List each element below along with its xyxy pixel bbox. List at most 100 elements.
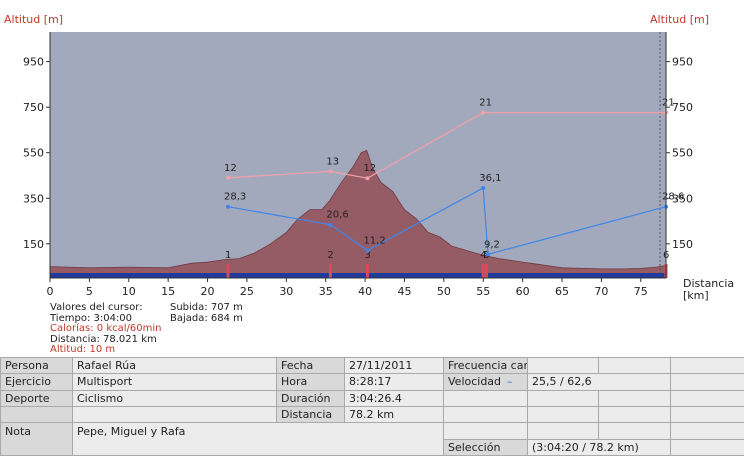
velocidad-line-icon: – xyxy=(507,375,513,389)
series-point-label: 11,2 xyxy=(363,235,385,246)
empty-cell xyxy=(527,405,599,424)
x-tick-label: 15 xyxy=(161,285,175,298)
x-axis-title-line1: Distancia xyxy=(683,277,735,290)
lap-marker-label: 1 xyxy=(225,250,231,261)
y-tick-label-right: 550 xyxy=(672,147,693,160)
series-point-label: 12 xyxy=(224,163,237,174)
empty-cell xyxy=(0,405,73,424)
empty-cell xyxy=(598,389,671,407)
x-tick-label: 50 xyxy=(437,285,451,298)
seleccion-value[interactable]: (3:04:20 / 78.2 km) xyxy=(527,438,671,456)
altitude-profile-chart[interactable]: 123456121312212128,320,611,236,19,228,61… xyxy=(0,0,744,302)
ejercicio-label: Ejercicio xyxy=(0,373,73,391)
distancia-label: Distancia xyxy=(276,405,345,424)
series-point[interactable] xyxy=(485,252,490,257)
x-tick-label: 35 xyxy=(319,285,333,298)
y-axis-title-right: Altitud [m] xyxy=(650,13,710,26)
empty-cell xyxy=(443,389,528,407)
empty-cell xyxy=(72,405,277,424)
table-row: Ejercicio Multisport Hora 8:28:17 Veloci… xyxy=(0,373,744,391)
ejercicio-value[interactable]: Multisport xyxy=(72,373,277,391)
table-row: Nota Pepe, Miguel y Rafa xyxy=(0,422,744,456)
empty-cell xyxy=(443,422,528,440)
x-tick-label: 70 xyxy=(594,285,608,298)
empty-cell xyxy=(598,405,671,424)
cursor-values-title: Valores del cursor: xyxy=(50,302,143,313)
x-axis-title: Distancia [km] xyxy=(683,278,734,302)
nota-label: Nota xyxy=(0,422,73,456)
series-point-label: 21 xyxy=(662,98,675,109)
x-tick-label: 60 xyxy=(516,285,530,298)
series-point-label: 12 xyxy=(363,163,376,174)
cursor-calories: Calorías: 0 kcal/60min xyxy=(50,323,162,334)
deporte-value[interactable]: Ciclismo xyxy=(72,389,277,407)
series-point-label: 9,2 xyxy=(484,239,500,250)
empty-cell xyxy=(670,438,744,456)
table-row: Selección (3:04:20 / 78.2 km) xyxy=(1,438,744,456)
y-tick-label-right: 150 xyxy=(672,238,693,251)
x-tick-label: 75 xyxy=(634,285,648,298)
series-point[interactable] xyxy=(365,176,370,181)
series-point-label: 28,6 xyxy=(662,192,684,203)
series-point[interactable] xyxy=(481,186,486,191)
empty-cell xyxy=(670,389,744,407)
x-tick-label: 30 xyxy=(279,285,293,298)
fecha-label: Fecha xyxy=(276,356,345,375)
empty-cell xyxy=(670,373,744,391)
y-tick-label-right: 950 xyxy=(672,56,693,69)
empty-cell xyxy=(670,405,744,424)
series-point[interactable] xyxy=(328,169,333,174)
x-tick-label: 55 xyxy=(476,285,490,298)
duracion-value[interactable]: 3:04:26.4 xyxy=(344,389,444,407)
series-point[interactable] xyxy=(328,222,333,227)
cursor-descent: Bajada: 684 m xyxy=(170,312,243,324)
y-tick-label-left: 350 xyxy=(23,192,44,205)
distancia-value[interactable]: 78.2 km xyxy=(344,405,444,424)
y-tick-label-right: 350 xyxy=(672,192,693,205)
series-point-label: 13 xyxy=(326,156,339,167)
lap-marker-label: 2 xyxy=(327,250,333,261)
x-tick-label: 40 xyxy=(358,285,372,298)
series-point-label: 28,3 xyxy=(224,192,246,203)
baseline-strip xyxy=(50,273,666,278)
series-point[interactable] xyxy=(365,248,370,253)
series-point[interactable] xyxy=(226,204,231,209)
table-row: Distancia 78.2 km xyxy=(0,405,744,424)
velocidad-label-text: Velocidad xyxy=(448,375,502,389)
y-tick-label-right: 750 xyxy=(672,101,693,114)
empty-cell xyxy=(670,356,744,375)
empty-cell xyxy=(443,405,528,424)
y-tick-label-left: 150 xyxy=(23,238,44,251)
x-tick-label: 0 xyxy=(47,285,54,298)
y-tick-label-left: 750 xyxy=(23,101,44,114)
frecuencia-value[interactable] xyxy=(527,356,599,375)
nota-value[interactable]: Pepe, Miguel y Rafa xyxy=(72,422,444,456)
frecuencia-label: Frecuencia card xyxy=(443,356,528,375)
x-tick-label: 20 xyxy=(201,285,215,298)
empty-cell xyxy=(527,422,599,440)
deporte-label: Deporte xyxy=(0,389,73,407)
lap-marker-label: 3 xyxy=(364,250,370,261)
series-point-label: 20,6 xyxy=(326,210,348,221)
series-point[interactable] xyxy=(226,175,231,180)
x-tick-label: 25 xyxy=(240,285,254,298)
cursor-time: Tiempo: 3:04:00 xyxy=(50,312,133,324)
empty-cell xyxy=(598,422,671,440)
persona-value[interactable]: Rafael Rúa xyxy=(72,356,277,375)
cursor-distance: Distancia: 78.021 km xyxy=(50,333,157,345)
seleccion-label: Selección xyxy=(443,438,528,456)
x-tick-label: 10 xyxy=(122,285,136,298)
y-tick-label-left: 550 xyxy=(23,147,44,160)
chart-canvas[interactable]: 123456121312212128,320,611,236,19,228,61… xyxy=(0,0,744,300)
persona-label: Persona xyxy=(0,356,73,375)
series-point[interactable] xyxy=(481,110,486,115)
series-point-label: 21 xyxy=(479,98,492,109)
velocidad-value[interactable]: 25,5 / 62,6 xyxy=(527,373,671,391)
fecha-value[interactable]: 27/11/2011 xyxy=(344,356,444,375)
hora-value[interactable]: 8:28:17 xyxy=(344,373,444,391)
hora-label: Hora xyxy=(276,373,345,391)
velocidad-label: Velocidad – xyxy=(443,373,528,391)
duracion-label: Duración xyxy=(276,389,345,407)
x-tick-label: 65 xyxy=(555,285,569,298)
x-tick-label: 5 xyxy=(86,285,93,298)
